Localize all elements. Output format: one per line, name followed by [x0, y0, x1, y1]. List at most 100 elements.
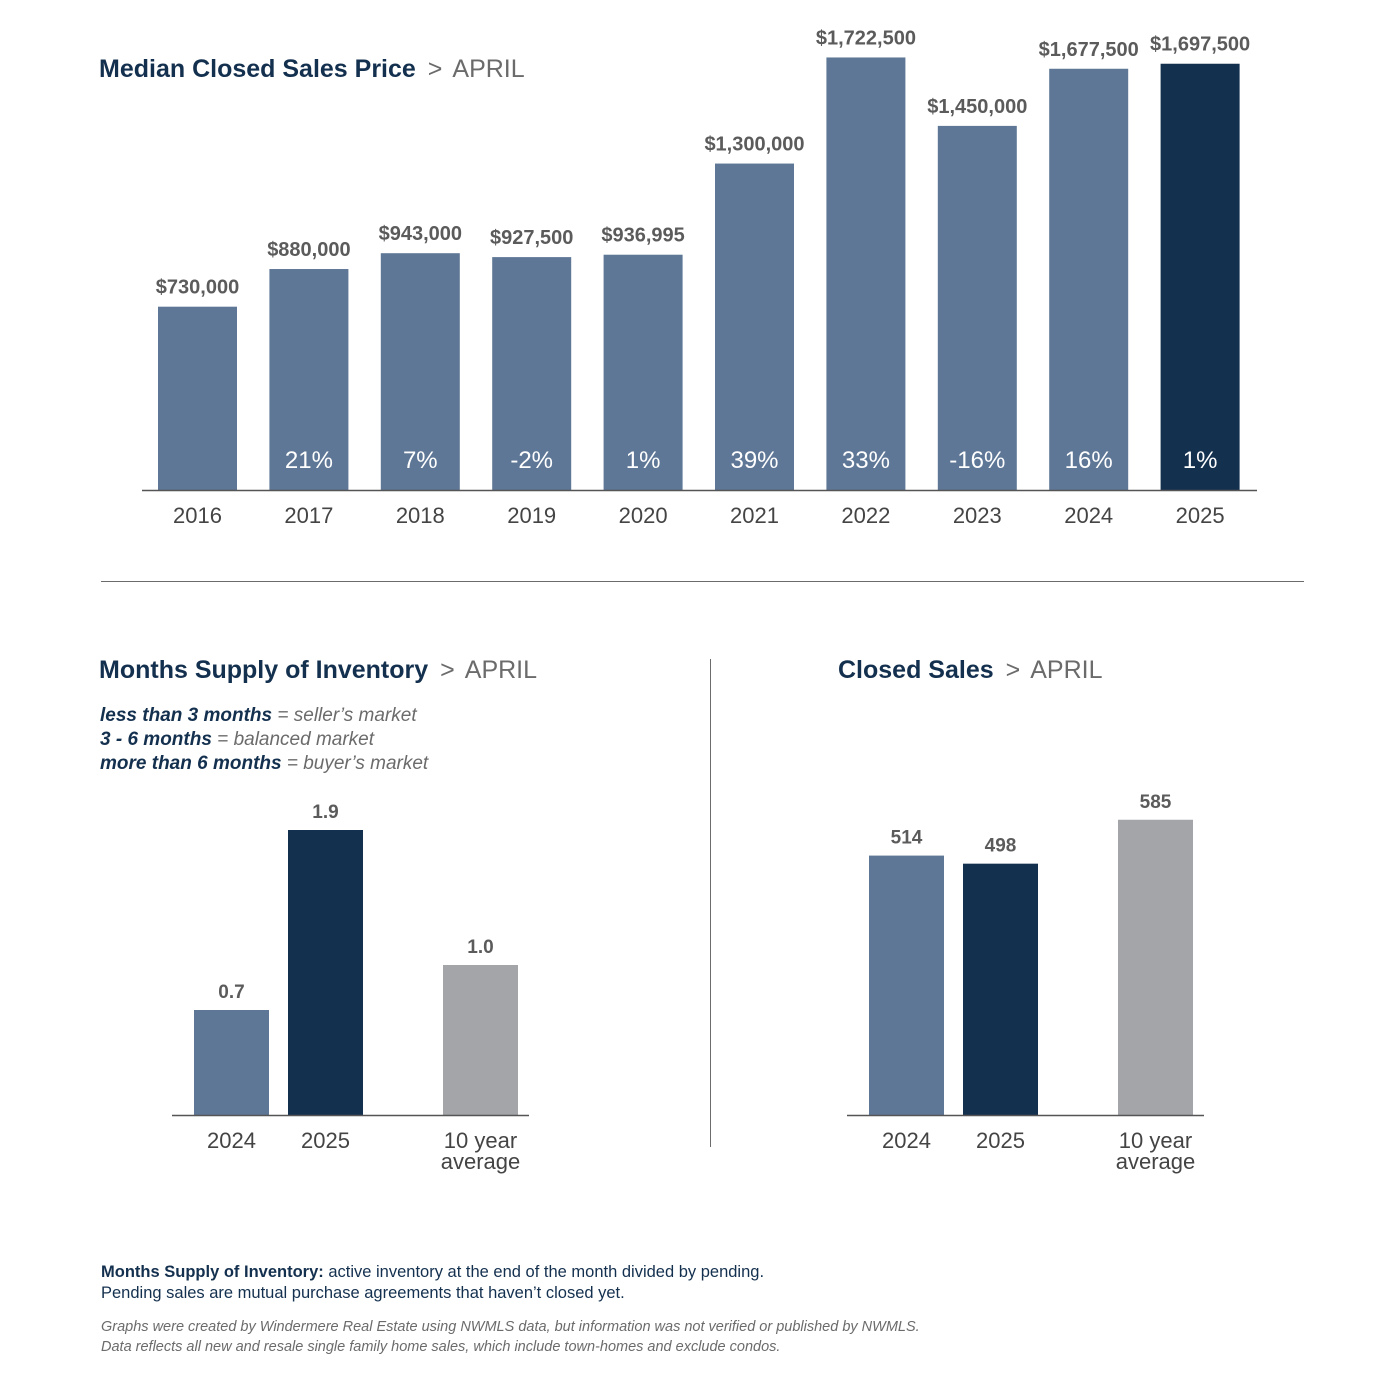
sales-chart-title: Closed Sales > APRIL [838, 656, 1103, 685]
x-tick-label: 2021 [730, 503, 779, 528]
bar [194, 1010, 269, 1115]
x-tick-label: 2025 [1176, 503, 1225, 528]
bar [269, 269, 349, 490]
footnote: Months Supply of Inventory: active inven… [101, 1262, 764, 1304]
footnote-line-1: Months Supply of Inventory: active inven… [101, 1262, 764, 1283]
x-tick-label: 2023 [953, 503, 1002, 528]
change-label: 7% [403, 447, 438, 474]
legend-term: more than 6 months [100, 753, 282, 774]
disclaimer: Graphs were created by Windermere Real E… [101, 1317, 920, 1357]
x-tick-label-line: 2024 [882, 1128, 931, 1153]
price-chart: $730,000 2016 $880,000 21% 2017 $943,000 7% 201… [142, 27, 1257, 528]
data-label: 1.0 [467, 937, 493, 958]
supply-chart-title-text: Months Supply of Inventory [99, 656, 429, 684]
legend-term: less than 3 months [100, 705, 273, 726]
data-label: $943,000 [379, 223, 462, 245]
price-chart-month: APRIL [452, 55, 525, 83]
bar [826, 57, 906, 490]
x-tick-label-line: 10 year [444, 1128, 517, 1153]
data-label: 585 [1140, 792, 1172, 813]
data-label: 1.9 [312, 802, 338, 823]
footnote-line-2: Pending sales are mutual purchase agreem… [101, 1284, 625, 1302]
bar [492, 257, 572, 490]
x-tick-label: 2024 [207, 1128, 256, 1153]
supply-chart-month: APRIL [464, 656, 538, 684]
data-label: $1,677,500 [1039, 39, 1139, 61]
change-label: 39% [730, 447, 778, 474]
data-label: $1,722,500 [816, 27, 916, 49]
data-label: $1,450,000 [927, 96, 1027, 118]
change-label: 1% [626, 447, 661, 474]
bar [715, 163, 794, 491]
bar [1160, 63, 1240, 490]
legend-row-balanced: 3 - 6 months = balanced market [100, 729, 375, 750]
data-label: 498 [985, 836, 1017, 857]
x-tick-label: 2025 [976, 1128, 1025, 1153]
bar [937, 125, 1017, 490]
price-chart-title: Median Closed Sales Price > APRIL [99, 55, 525, 84]
x-tick-label: 2024 [882, 1128, 931, 1153]
legend-meaning: seller’s market [293, 705, 417, 726]
x-tick-label-line: 10 year [1119, 1128, 1192, 1153]
x-tick-label: 2018 [396, 503, 445, 528]
data-label: 514 [891, 828, 923, 849]
change-label: 1% [1183, 447, 1218, 474]
bar [869, 855, 944, 1115]
data-label: $1,300,000 [704, 134, 804, 156]
price-chart-separator: > [427, 55, 443, 83]
x-tick-label: 2016 [173, 503, 222, 528]
bar [963, 863, 1038, 1115]
footnote-definition: active inventory at the end of the month… [323, 1263, 765, 1281]
data-label: 0.7 [218, 982, 244, 1003]
change-label: 16% [1065, 447, 1113, 474]
x-tick-label: 2020 [619, 503, 668, 528]
column-divider [710, 659, 711, 1147]
section-divider [101, 581, 1304, 582]
x-tick-label: 2019 [507, 503, 556, 528]
footnote-term: Months Supply of Inventory: [101, 1263, 324, 1281]
x-tick-label-line: 2024 [207, 1128, 256, 1153]
x-tick-label-line: 2025 [301, 1128, 350, 1153]
sales-chart-month: APRIL [1030, 656, 1103, 684]
bar [443, 965, 518, 1115]
data-label: $936,995 [601, 225, 684, 247]
legend-meaning: balanced market [233, 729, 375, 750]
legend-meaning: buyer’s market [303, 753, 429, 774]
data-label: $927,500 [490, 227, 573, 249]
supply-chart-title: Months Supply of Inventory > APRIL [99, 656, 537, 685]
supply-chart-separator: > [440, 656, 455, 684]
bar [603, 254, 683, 490]
change-label: 33% [842, 447, 890, 474]
change-label: -16% [949, 447, 1005, 474]
data-label: $1,697,500 [1150, 34, 1250, 56]
bar [1118, 819, 1193, 1115]
x-tick-label: 2017 [284, 503, 333, 528]
legend-row-seller: less than 3 months = seller’s market [100, 705, 417, 726]
legend-row-buyer: more than 6 months = buyer’s market [100, 753, 429, 774]
bar [158, 306, 237, 490]
disclaimer-line-2: Data reflects all new and resale single … [101, 1339, 781, 1355]
x-tick-label-line: average [441, 1149, 521, 1174]
market-legend: less than 3 months = seller’s market 3 -… [100, 704, 428, 776]
disclaimer-line-1: Graphs were created by Windermere Real E… [101, 1319, 920, 1335]
x-tick-label: 10 year average [441, 1128, 521, 1174]
sales-chart-title-text: Closed Sales [838, 656, 994, 684]
data-label: $880,000 [267, 239, 350, 261]
change-label: 21% [285, 447, 333, 474]
change-label: -2% [510, 447, 553, 474]
x-tick-label: 2022 [841, 503, 890, 528]
x-tick-label: 2025 [301, 1128, 350, 1153]
price-chart-title-text: Median Closed Sales Price [99, 55, 416, 83]
x-tick-label-line: 2025 [976, 1128, 1025, 1153]
bar [380, 253, 460, 490]
x-tick-label-line: average [1116, 1149, 1196, 1174]
legend-term: 3 - 6 months [100, 729, 212, 750]
x-tick-label: 2024 [1064, 503, 1113, 528]
bar [1049, 68, 1129, 490]
x-tick-label: 10 year average [1116, 1128, 1196, 1174]
bar [288, 830, 363, 1115]
data-label: $730,000 [156, 277, 239, 299]
sales-chart-separator: > [1005, 656, 1021, 684]
